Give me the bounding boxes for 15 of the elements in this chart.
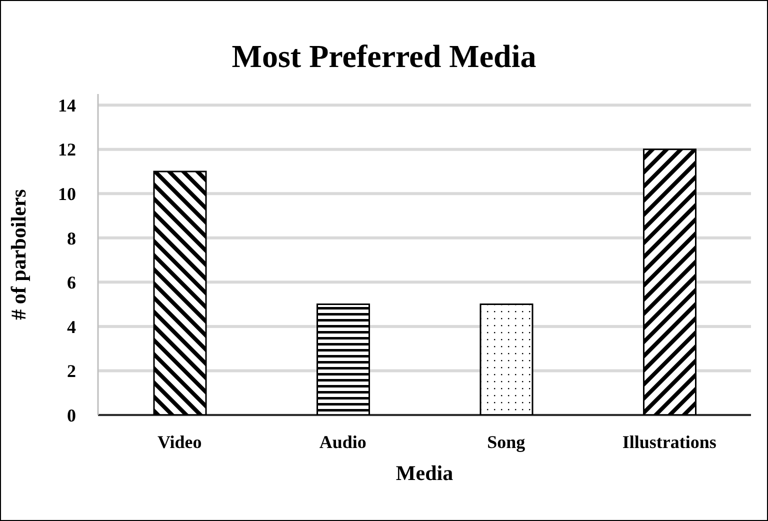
y-tick-label: 12	[58, 140, 76, 160]
x-tick-label: Video	[157, 432, 202, 452]
x-axis-title: Media	[396, 460, 454, 485]
y-tick-label: 4	[67, 316, 76, 337]
y-tick-label: 8	[67, 228, 76, 248]
y-tick-label: 10	[58, 184, 76, 204]
chart-title: Most Preferred Media	[230, 37, 538, 76]
x-tick-label: Song	[487, 432, 526, 452]
y-tick-label: 14	[58, 95, 76, 116]
y-tick-label: 2	[67, 361, 76, 382]
y-axis-title: # of parboilers	[6, 189, 30, 320]
y-tick-label: 0	[67, 405, 76, 426]
y-tick-label: 6	[67, 272, 76, 293]
x-tick-label: Illustrations	[622, 432, 716, 452]
x-tick-label: Audio	[319, 432, 366, 452]
